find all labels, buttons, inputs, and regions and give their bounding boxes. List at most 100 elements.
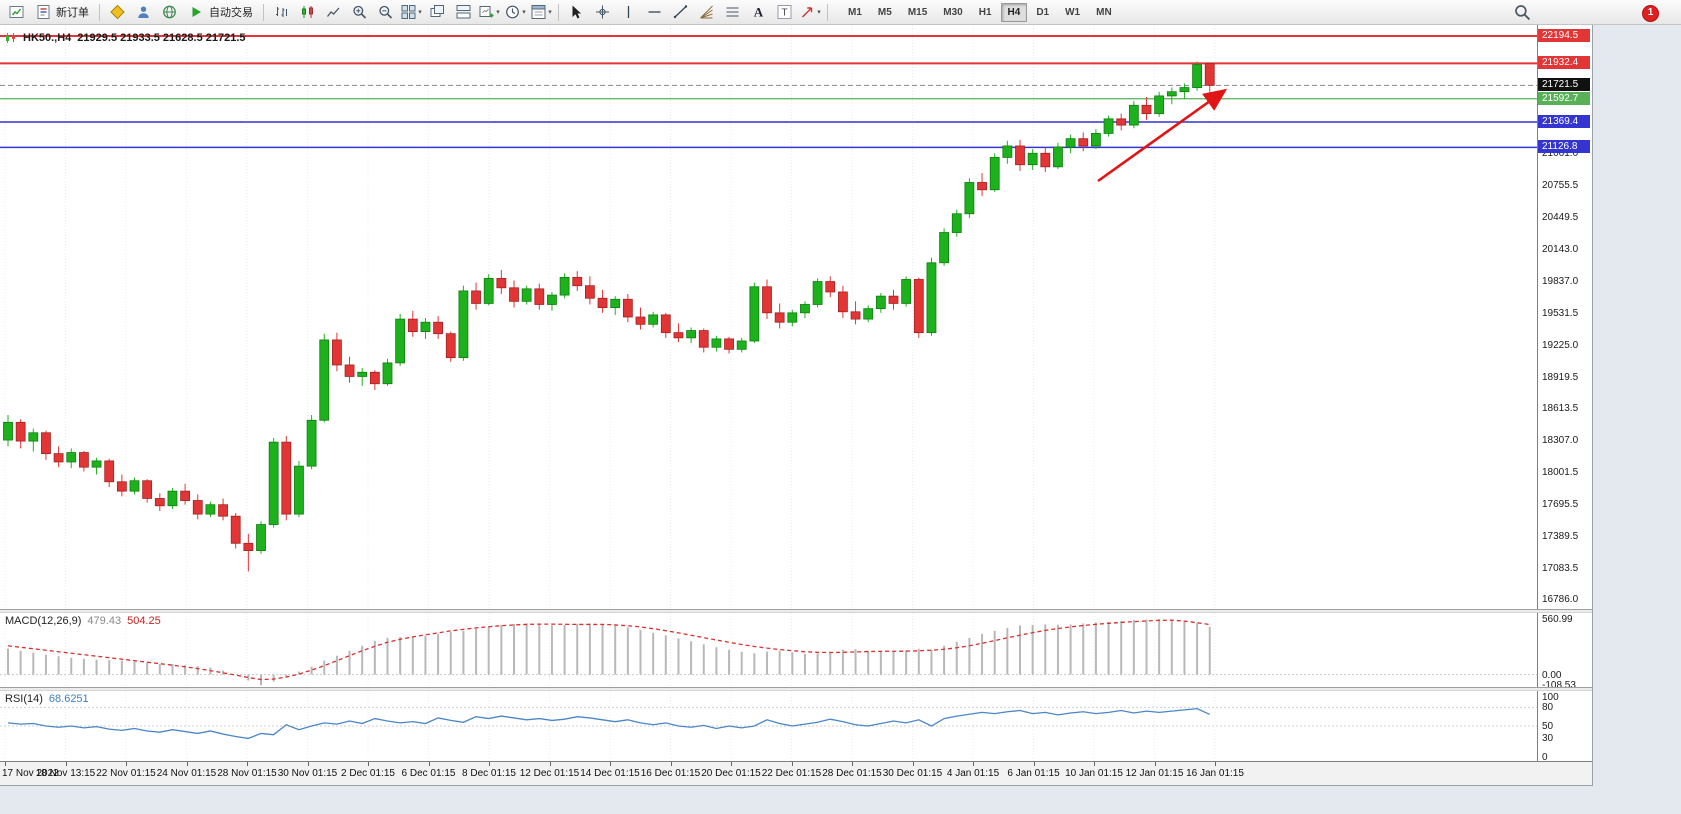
time-axis-label: 22 Dec 01:15 (761, 768, 822, 779)
auto-trading-icon (192, 7, 201, 17)
time-axis-label: 2 Dec 01:15 (341, 768, 395, 779)
auto-trading-button[interactable]: 自动交易 (183, 2, 258, 23)
tile-windows-icon (401, 5, 416, 19)
price-axis[interactable]: 21061.0 20755.5 20449.5 20143.0 19837.0 19531… (1537, 25, 1592, 763)
price-chart-pane[interactable] (0, 25, 1537, 609)
current-price-tag: 21721.5 (1538, 78, 1590, 92)
data-window-button[interactable] (131, 2, 155, 23)
new-chart-menu-icon (479, 6, 494, 18)
caret-down-icon: ▾ (418, 9, 422, 16)
toolbar-separator (99, 3, 100, 21)
timeframe-d1[interactable]: D1 (1036, 6, 1050, 18)
trendline-tool-button[interactable] (668, 2, 692, 23)
bar-chart-mode-button[interactable] (269, 2, 293, 23)
templates-menu-button[interactable]: ▾ (529, 2, 553, 23)
search-icon (1515, 5, 1531, 21)
time-axis-tick (670, 762, 672, 766)
trend-arrow-annotation[interactable] (1097, 88, 1228, 183)
timeframe-mn[interactable]: MN (1096, 6, 1112, 18)
arrange-windows-icon (456, 5, 470, 19)
cursor-tool-icon (572, 5, 581, 19)
time-axis-tick (5, 762, 6, 766)
price-line-tag: 21126.8 (1538, 140, 1590, 154)
time-axis-label: 6 Jan 01:15 (1007, 768, 1060, 779)
price-axis-tick: 21061.0 (1542, 148, 1579, 160)
timeframe-m30[interactable]: M30 (943, 6, 963, 18)
cursor-tool-button[interactable] (564, 2, 588, 23)
vertical-line-tool-button[interactable] (616, 2, 640, 23)
time-axis-label: 24 Nov 01:15 (156, 768, 217, 779)
time-axis-label: 4 Jan 01:15 (946, 768, 1000, 779)
new-chart-button[interactable] (4, 2, 28, 23)
rsi-axis-value: 100 (1542, 692, 1559, 703)
rsi-axis-value: 50 (1542, 721, 1554, 732)
new-order-button[interactable]: 新订单 (30, 2, 94, 23)
time-axis-label: 10 Jan 01:15 (1065, 768, 1123, 779)
time-axis-tick (428, 762, 430, 766)
toolbar: 新订单 自动交易 ▾ ▾ ▾ ▾ A T ▾ M1 M5 M15 M30 H1 H4 D1 W1 MN 1 (0, 0, 1681, 25)
line-chart-mode-button[interactable] (321, 2, 345, 23)
candlestick-mode-button[interactable] (295, 2, 319, 23)
new-order-icon (37, 5, 50, 19)
text-tool-button[interactable]: A (746, 2, 770, 23)
crosshair-tool-button[interactable] (590, 2, 614, 23)
zoom-out-button[interactable] (373, 2, 397, 23)
search-button[interactable] (1514, 4, 1531, 26)
macd-title: MACD(12,26,9) (5, 615, 82, 627)
label-tool-button[interactable]: T (772, 2, 796, 23)
arrows-tool-button[interactable]: ▾ (798, 2, 822, 23)
time-axis-label: 14 Dec 01:15 (580, 768, 640, 779)
pane-splitter[interactable] (0, 687, 1592, 691)
line-chart-mode-icon (326, 7, 339, 17)
time-axis-tick (912, 762, 914, 766)
rsi-axis-value: 30 (1542, 733, 1554, 745)
time-axis-label: 17 Nov 2022 (2, 768, 59, 779)
time-axis-label: 28 Dec 01:15 (822, 768, 882, 779)
fibonacci-tool-button[interactable] (694, 2, 718, 23)
cycle-lines-tool-button[interactable] (720, 2, 744, 23)
caret-down-icon: ▾ (522, 9, 526, 16)
macd-axis-value: 560.99 (1542, 614, 1573, 625)
chart-window: HK50.,H4 21929.5 21933.5 21628.5 21721.5… (0, 25, 1593, 786)
rsi-pane[interactable] (0, 691, 1537, 761)
time-axis-label: 12 Jan 01:15 (1125, 768, 1184, 779)
macd-main-value: 479.43 (87, 615, 122, 627)
horizontal-line-tool-button[interactable] (642, 2, 666, 23)
pane-splitter[interactable] (0, 609, 1592, 613)
price-axis-tick: 18919.5 (1542, 371, 1579, 383)
time-axis-tick (1215, 762, 1216, 766)
time-axis-label: 22 Nov 01:15 (96, 768, 156, 779)
arrange-windows-button[interactable] (451, 2, 475, 23)
price-line-tag: 21592.7 (1538, 91, 1590, 105)
time-axis[interactable]: 17 Nov 2022 18 Nov 13:15 22 Nov 01:15 24 No… (0, 761, 1592, 785)
macd-pane[interactable] (0, 613, 1537, 687)
timeframe-h4[interactable]: H4 (1000, 2, 1028, 22)
zoom-in-button[interactable] (347, 2, 371, 23)
timeframe-h1[interactable]: H1 (978, 6, 992, 18)
price-line-tag: 22194.5 (1538, 29, 1590, 42)
templates-menu-icon (531, 5, 546, 19)
cascade-windows-button[interactable] (425, 2, 449, 23)
time-axis-tick (549, 762, 551, 766)
periods-menu-button[interactable]: ▾ (503, 2, 527, 23)
macd-indicator-label: MACD(12,26,9) 479.43 504.25 (5, 615, 161, 627)
timeframe-w1[interactable]: W1 (1065, 6, 1081, 18)
timeframe-m5[interactable]: M5 (877, 6, 892, 18)
cascade-windows-icon (430, 5, 444, 17)
price-axis-tick: 17083.5 (1542, 563, 1579, 574)
new-chart-menu-button[interactable]: ▾ (477, 2, 501, 23)
navigator-button[interactable] (157, 2, 181, 23)
tile-windows-button[interactable]: ▾ (399, 2, 423, 23)
time-axis-tick (368, 762, 369, 766)
price-axis-tick: 20449.5 (1542, 211, 1579, 223)
time-axis-label: 16 Jan 01:15 (1186, 768, 1244, 779)
macd-axis-value: 0.00 (1542, 669, 1562, 681)
price-axis-tick: 17695.5 (1542, 499, 1579, 511)
notification-badge[interactable]: 1 (1642, 5, 1659, 22)
price-axis-tick: 18001.5 (1542, 467, 1579, 479)
macd-signal-value: 504.25 (127, 615, 161, 627)
market-watch-button[interactable] (105, 2, 129, 23)
time-axis-label: 18 Nov 13:15 (35, 768, 96, 779)
timeframe-m15[interactable]: M15 (907, 6, 928, 18)
timeframe-m1[interactable]: M1 (848, 6, 862, 18)
